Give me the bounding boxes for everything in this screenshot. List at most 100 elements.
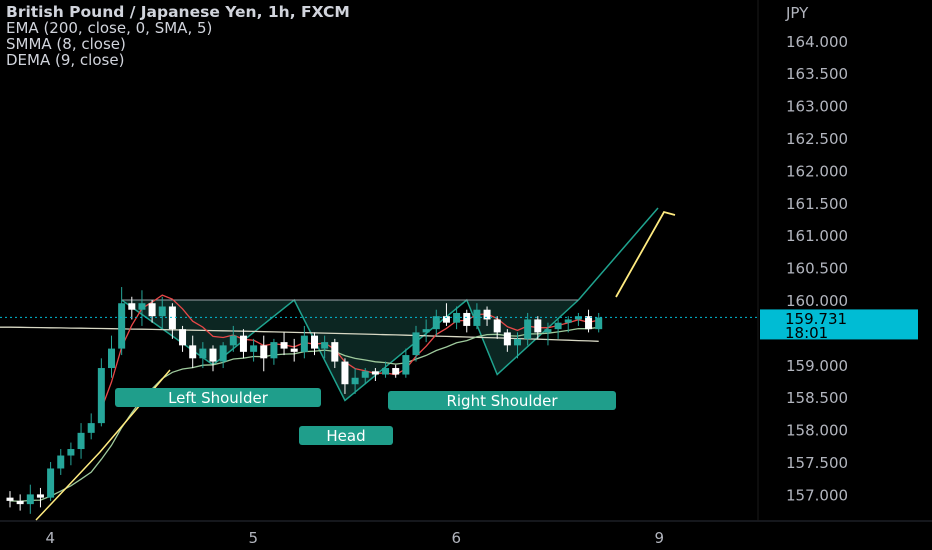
candle-body xyxy=(351,377,359,385)
candle-body xyxy=(483,309,491,320)
candle-body xyxy=(280,342,288,349)
candle-body xyxy=(392,368,400,375)
candle-body xyxy=(514,338,521,346)
candle-body xyxy=(67,449,75,456)
bar-countdown: 18:01 xyxy=(785,324,828,342)
currency-label: JPY xyxy=(785,4,809,22)
label-right-shoulder-text: Right Shoulder xyxy=(446,392,558,410)
candle-body xyxy=(300,335,308,352)
candle-body xyxy=(26,494,34,505)
label-head-bg xyxy=(299,426,393,445)
price-tick-label: 160.500 xyxy=(786,260,848,278)
label-right-shoulder[interactable]: Right Shoulder xyxy=(388,391,616,410)
candle-body xyxy=(108,348,115,369)
candle-body xyxy=(361,371,369,378)
price-tick-label: 163.000 xyxy=(786,98,848,116)
current-price-value: 159.731 xyxy=(785,310,847,328)
candle-body xyxy=(554,322,562,330)
candle-body xyxy=(148,303,156,317)
price-axis[interactable]: JPY 164.000 163.500 163.000 162.500 162.000 1… xyxy=(785,4,848,504)
price-tick-label: 158.000 xyxy=(786,422,848,440)
candlesticks xyxy=(6,287,603,514)
candle-body xyxy=(36,494,44,498)
candle-body xyxy=(87,423,95,433)
candle-body xyxy=(432,316,440,330)
candle-body xyxy=(585,316,593,330)
pattern-fill xyxy=(121,300,579,401)
candle-body xyxy=(574,316,582,320)
candle-body xyxy=(97,368,105,424)
candle-body xyxy=(239,335,247,352)
current-price-badge: 159.731 18:01 xyxy=(760,309,918,342)
candle-body xyxy=(290,348,298,352)
price-tick-label: 159.000 xyxy=(786,357,848,375)
symbol-title[interactable]: British Pound / Japanese Yen, 1h, FXCM xyxy=(6,3,350,21)
candle-body xyxy=(209,348,217,362)
price-tick-label: 161.000 xyxy=(786,227,848,245)
candle-body xyxy=(595,317,603,330)
candle-body xyxy=(311,335,318,349)
dema-line xyxy=(100,294,599,410)
candle-body xyxy=(128,303,136,310)
time-tick-label: 5 xyxy=(249,529,259,547)
candle-body xyxy=(524,319,532,339)
ema-200-line xyxy=(0,326,599,342)
candle-body xyxy=(402,355,410,375)
candle-body xyxy=(250,345,258,352)
candle-body xyxy=(412,332,420,356)
candle-body xyxy=(199,348,207,359)
candle-body xyxy=(6,497,14,501)
chart-legend: British Pound / Japanese Yen, 1h, FXCM E… xyxy=(6,4,350,68)
candle-body xyxy=(47,468,55,498)
candle-body xyxy=(331,342,339,362)
price-badge-bg xyxy=(760,309,918,340)
candle-body xyxy=(158,306,166,317)
candle-body xyxy=(179,329,187,346)
candle-body xyxy=(189,345,197,359)
price-tick-label: 157.500 xyxy=(786,454,848,472)
candle-body xyxy=(463,312,471,326)
label-left-shoulder-bg xyxy=(115,388,321,407)
label-left-shoulder[interactable]: Left Shoulder xyxy=(115,388,321,407)
projection-line xyxy=(577,207,659,301)
price-tick-label: 162.000 xyxy=(786,162,848,180)
price-tick-label: 163.500 xyxy=(786,65,848,83)
indicator-dema[interactable]: DEMA (9, close) xyxy=(6,51,125,69)
candle-body xyxy=(544,329,552,333)
indicator-ema[interactable]: EMA (200, close, 0, SMA, 5) xyxy=(6,19,213,37)
candle-body xyxy=(57,455,65,469)
label-right-shoulder-bg xyxy=(388,391,616,410)
candle-body xyxy=(118,303,126,349)
candle-body xyxy=(564,319,572,323)
label-head-text: Head xyxy=(326,427,365,445)
candle-body xyxy=(138,303,146,310)
label-left-shoulder-text: Left Shoulder xyxy=(168,389,269,407)
price-tick-label: 160.000 xyxy=(786,292,848,310)
candle-body xyxy=(503,332,511,346)
time-tick-label: 9 xyxy=(655,529,665,547)
indicator-smma[interactable]: SMMA (8, close) xyxy=(6,35,126,53)
time-axis[interactable]: 4 5 6 9 xyxy=(46,529,665,547)
label-head[interactable]: Head xyxy=(299,426,393,445)
candle-body xyxy=(493,319,501,333)
price-tick-label: 157.000 xyxy=(786,486,848,504)
yellow-projection xyxy=(615,210,676,298)
candle-body xyxy=(341,361,349,385)
candle-body xyxy=(382,368,390,375)
price-tick-label: 161.500 xyxy=(786,195,848,213)
price-tick-label: 164.000 xyxy=(786,33,848,51)
candle-body xyxy=(321,342,329,349)
candle-body xyxy=(270,342,278,359)
candle-body xyxy=(442,316,450,323)
candle-body xyxy=(260,345,268,359)
time-tick-label: 6 xyxy=(452,529,462,547)
candle-body xyxy=(371,371,379,375)
candle-body xyxy=(77,432,85,450)
candle-body xyxy=(229,335,237,346)
candle-body xyxy=(16,500,24,505)
candle-body xyxy=(168,306,176,330)
candle-body xyxy=(534,319,542,333)
candle-body xyxy=(422,329,430,333)
